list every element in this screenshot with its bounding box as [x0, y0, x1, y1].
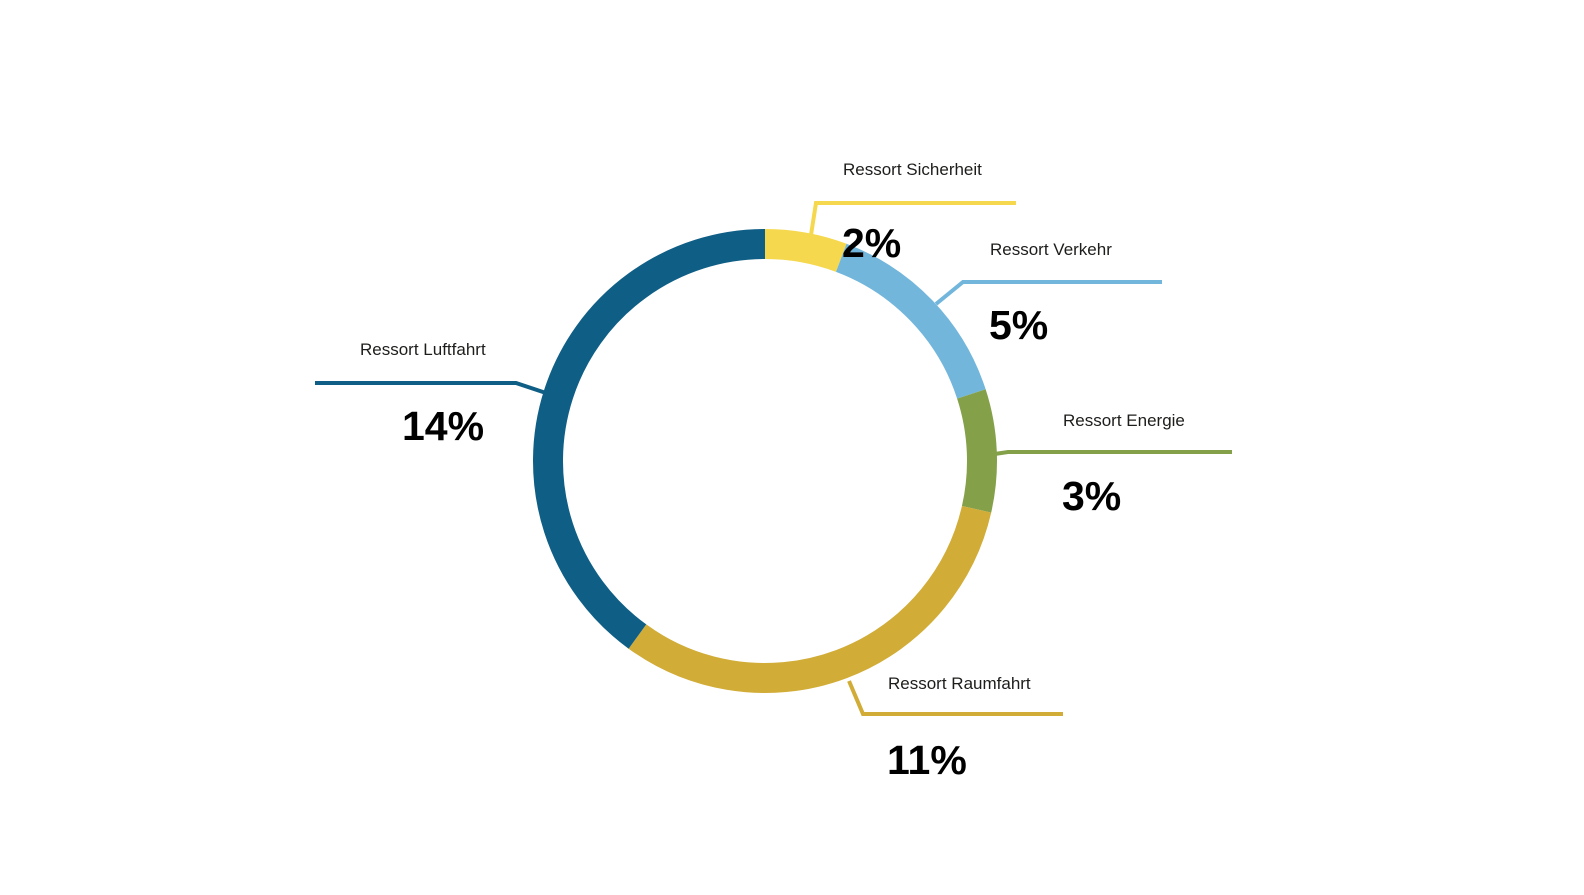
donut-segment-1	[835, 243, 986, 399]
callout-line-luftfahrt	[315, 381, 547, 395]
callout-label-sicherheit: Ressort Sicherheit	[843, 160, 982, 179]
callout-label-verkehr: Ressort Verkehr	[990, 240, 1112, 259]
callout-value-verkehr: 5%	[989, 302, 1049, 348]
callout-line-raumfahrt	[847, 680, 1063, 716]
callout-value-luftfahrt: 14%	[402, 403, 485, 449]
donut-segment-3	[628, 505, 992, 693]
donut-ring	[533, 229, 997, 693]
callout-value-raumfahrt: 11%	[887, 737, 967, 783]
donut-segment-4	[533, 229, 766, 649]
callout-label-energie: Ressort Energie	[1063, 411, 1185, 430]
callout-value-energie: 3%	[1062, 473, 1122, 519]
callout-value-sicherheit: 2%	[842, 220, 902, 266]
callout-line-verkehr	[934, 280, 1162, 306]
donut-segment-0	[764, 229, 847, 272]
callout-line-energie	[987, 450, 1232, 457]
donut-segment-2	[957, 389, 997, 513]
callout-label-raumfahrt: Ressort Raumfahrt	[888, 674, 1031, 693]
callout-line-sicherheit	[809, 201, 1016, 236]
callout-label-luftfahrt: Ressort Luftfahrt	[360, 340, 486, 359]
